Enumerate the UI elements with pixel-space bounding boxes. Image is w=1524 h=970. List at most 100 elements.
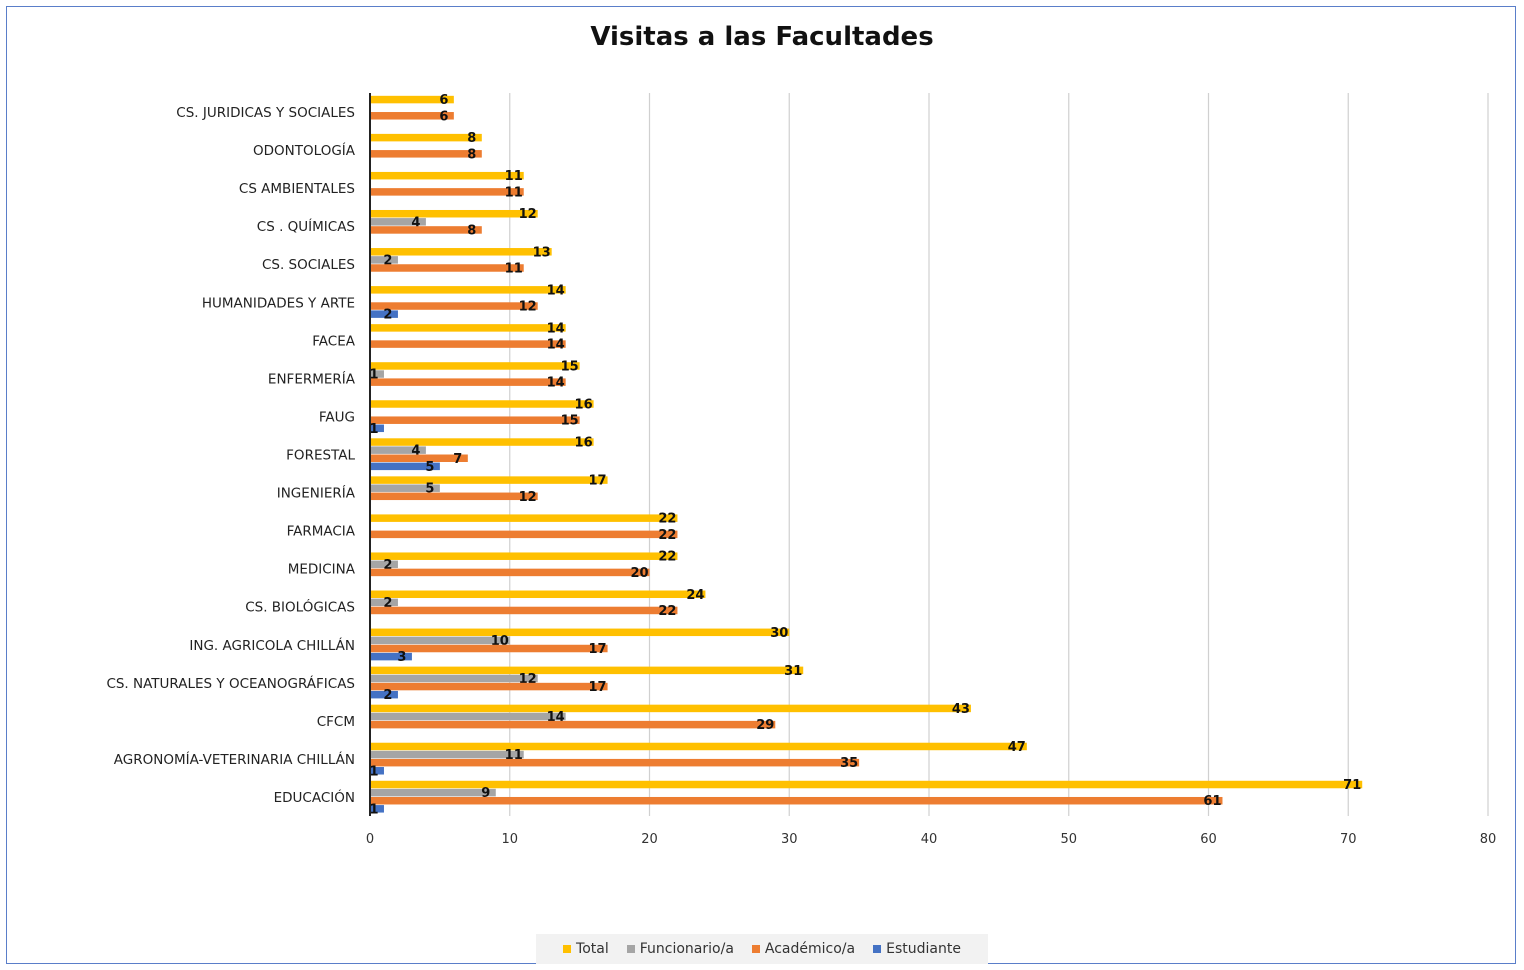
data-label: 8 — [467, 131, 476, 146]
y-tick-label: ODONTOLOGÍA — [253, 142, 356, 159]
bar — [370, 484, 440, 492]
data-label: 24 — [686, 588, 704, 603]
bar — [370, 454, 468, 462]
legend-item: Funcionario/a — [626, 941, 734, 957]
bar — [370, 476, 608, 484]
bar — [370, 438, 594, 446]
data-label: 22 — [658, 550, 676, 565]
data-label: 2 — [383, 596, 392, 611]
bar — [370, 628, 790, 637]
bar — [370, 780, 1363, 789]
x-tick-label: 30 — [781, 832, 798, 847]
legend-label: Total — [576, 941, 609, 957]
y-tick-label: CS. BIOLÓGICAS — [245, 598, 355, 616]
bar — [370, 796, 1223, 805]
bar — [370, 150, 482, 158]
y-tick-label: CS. JURIDICAS Y SOCIALES — [176, 105, 355, 121]
y-tick-label: CS AMBIENTALES — [239, 181, 355, 197]
data-label: 17 — [589, 680, 607, 695]
data-label: 2 — [383, 688, 392, 703]
bar — [370, 704, 971, 713]
bar — [370, 598, 398, 607]
data-label: 22 — [658, 604, 676, 619]
data-label: 71 — [1343, 778, 1361, 793]
legend: Total Funcionario/a Académico/a Estudiante — [536, 934, 988, 964]
bar — [370, 286, 566, 294]
data-label: 47 — [1008, 740, 1026, 755]
bar — [370, 112, 454, 120]
data-label: 12 — [519, 300, 537, 315]
data-label: 16 — [575, 397, 593, 412]
y-tick-label: ING. AGRICOLA CHILLÁN — [189, 637, 355, 654]
data-label: 11 — [505, 261, 523, 276]
bar — [370, 644, 608, 653]
bar — [370, 606, 678, 615]
legend-swatch — [563, 945, 572, 953]
bar — [370, 590, 706, 599]
data-label: 14 — [547, 376, 565, 391]
y-tick-label: ENFERMERÍA — [268, 370, 356, 387]
data-label: 1 — [369, 422, 378, 437]
data-label: 17 — [589, 474, 607, 489]
bar — [370, 416, 580, 424]
legend-item: Estudiante — [873, 941, 961, 957]
data-label: 8 — [467, 223, 476, 238]
data-label: 1 — [369, 764, 378, 779]
bar — [370, 758, 860, 767]
legend-swatch — [873, 945, 882, 953]
bar — [370, 302, 538, 310]
legend-label: Estudiante — [886, 941, 961, 957]
data-label: 14 — [547, 283, 565, 298]
y-tick-label: INGENIERÍA — [277, 485, 356, 502]
bar — [370, 324, 566, 332]
y-tick-label: FAUG — [319, 409, 355, 425]
bar — [370, 340, 566, 348]
bar — [370, 264, 524, 272]
data-label: 7 — [453, 452, 462, 467]
data-label: 6 — [439, 93, 448, 108]
bar — [370, 209, 538, 218]
bar — [370, 750, 524, 759]
bar — [370, 95, 454, 104]
bar — [370, 514, 678, 522]
bar — [370, 767, 384, 775]
bar — [370, 552, 678, 560]
bar — [370, 370, 384, 378]
data-label: 3 — [397, 650, 406, 665]
bar — [370, 720, 776, 729]
bar — [370, 188, 524, 196]
bar — [370, 446, 426, 454]
data-label: 35 — [840, 756, 858, 771]
data-label: 15 — [561, 414, 579, 429]
bar — [370, 674, 538, 683]
x-tick-label: 10 — [501, 832, 518, 847]
bar — [370, 226, 482, 234]
bar — [370, 530, 678, 539]
data-label: 5 — [425, 460, 434, 475]
bar — [370, 256, 398, 264]
x-tick-label: 40 — [921, 832, 938, 847]
bar — [370, 462, 440, 471]
bar — [370, 690, 398, 699]
y-tick-label: AGRONOMÍA-VETERINARIA CHILLÁN — [114, 751, 355, 768]
y-tick-label: CS . QUÍMICAS — [257, 218, 355, 235]
data-label: 30 — [770, 626, 788, 641]
data-label: 13 — [533, 245, 551, 260]
y-tick-label: HUMANIDADES Y ARTE — [202, 295, 355, 311]
legend-label: Académico/a — [764, 941, 856, 957]
x-tick-label: 60 — [1200, 832, 1217, 847]
data-label: 17 — [589, 642, 607, 657]
bar — [370, 712, 566, 721]
bar — [370, 568, 650, 577]
x-tick-label: 50 — [1060, 832, 1077, 847]
data-label: 1 — [369, 802, 378, 817]
data-label: 11 — [505, 185, 523, 200]
data-label: 14 — [547, 338, 565, 353]
x-tick-label: 80 — [1480, 832, 1497, 847]
chart-title: Visitas a las Facultades — [590, 22, 934, 52]
data-label: 22 — [658, 528, 676, 543]
data-label: 1 — [369, 368, 378, 383]
x-tick-label: 0 — [366, 832, 374, 847]
bar — [370, 666, 804, 675]
